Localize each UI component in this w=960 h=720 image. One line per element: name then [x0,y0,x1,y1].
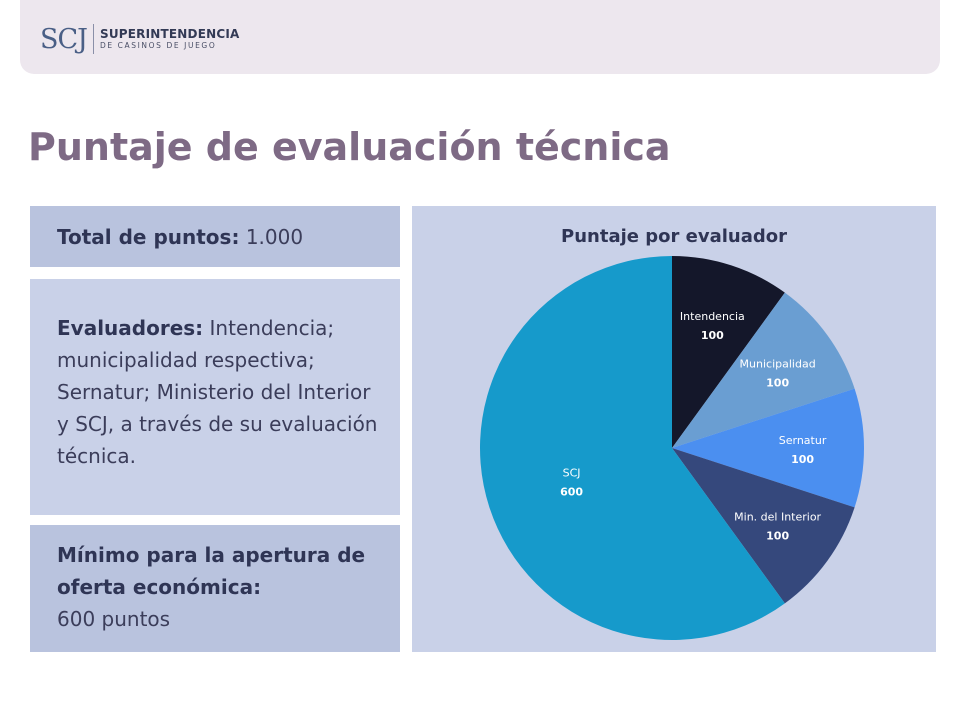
minimum-box: Mínimo para la apertura de oferta económ… [30,525,400,652]
slice-label: SCJ [563,467,581,480]
total-points-box: Total de puntos: 1.000 [30,206,400,267]
total-label: Total de puntos: [57,224,240,249]
evaluators-text: Intendencia; municipalidad respectiva; S… [57,316,378,468]
logo-mark: SCJ [40,23,88,55]
pie-slice-intendencia [672,256,785,448]
pie-slice-municipalidad [672,292,855,448]
logo-line-1: SUPERINTENDENCIA [99,26,240,41]
pie-chart: Intendencia 100 Municipalidad 100 Sernatur 10… [479,256,864,640]
chart-panel: Puntaje por evaluador Intendencia 100 Muni… [412,206,936,652]
slice-label: Intendencia [680,310,745,323]
total-value: 1.000 [245,224,304,249]
pie-slice-scj [479,256,785,640]
logo-line-2: DE CASINOS DE JUEGO [99,40,217,50]
pie-slice-min-del-interior [672,448,855,604]
evaluators-label: Evaluadores: [57,316,204,340]
scj-logo: SCJ SUPERINTENDENCIA DE CASINOS DE JUEGO [40,22,240,56]
pie-slice-sernatur [672,388,864,508]
chart-title: Puntaje por evaluador [561,226,787,247]
slice-value: 100 [766,530,789,543]
minimum-value: 600 puntos [57,607,171,631]
logo-divider [92,24,94,54]
slice-label: Sernatur [779,434,827,447]
evaluators-box: Evaluadores: Intendencia; municipalidad … [30,279,400,515]
slice-value: 600 [560,486,583,499]
page-title: Puntaje de evaluación técnica [28,125,671,169]
slice-value: 100 [766,376,789,389]
minimum-label: Mínimo para la apertura de oferta económ… [57,543,366,599]
slice-label: Min. del Interior [734,511,821,524]
slice-value: 100 [701,329,724,342]
slice-label: Municipalidad [740,357,816,370]
slice-value: 100 [791,453,814,466]
header-bar: SCJ SUPERINTENDENCIA DE CASINOS DE JUEGO [20,0,940,74]
logo-text: SUPERINTENDENCIA DE CASINOS DE JUEGO [99,26,240,51]
